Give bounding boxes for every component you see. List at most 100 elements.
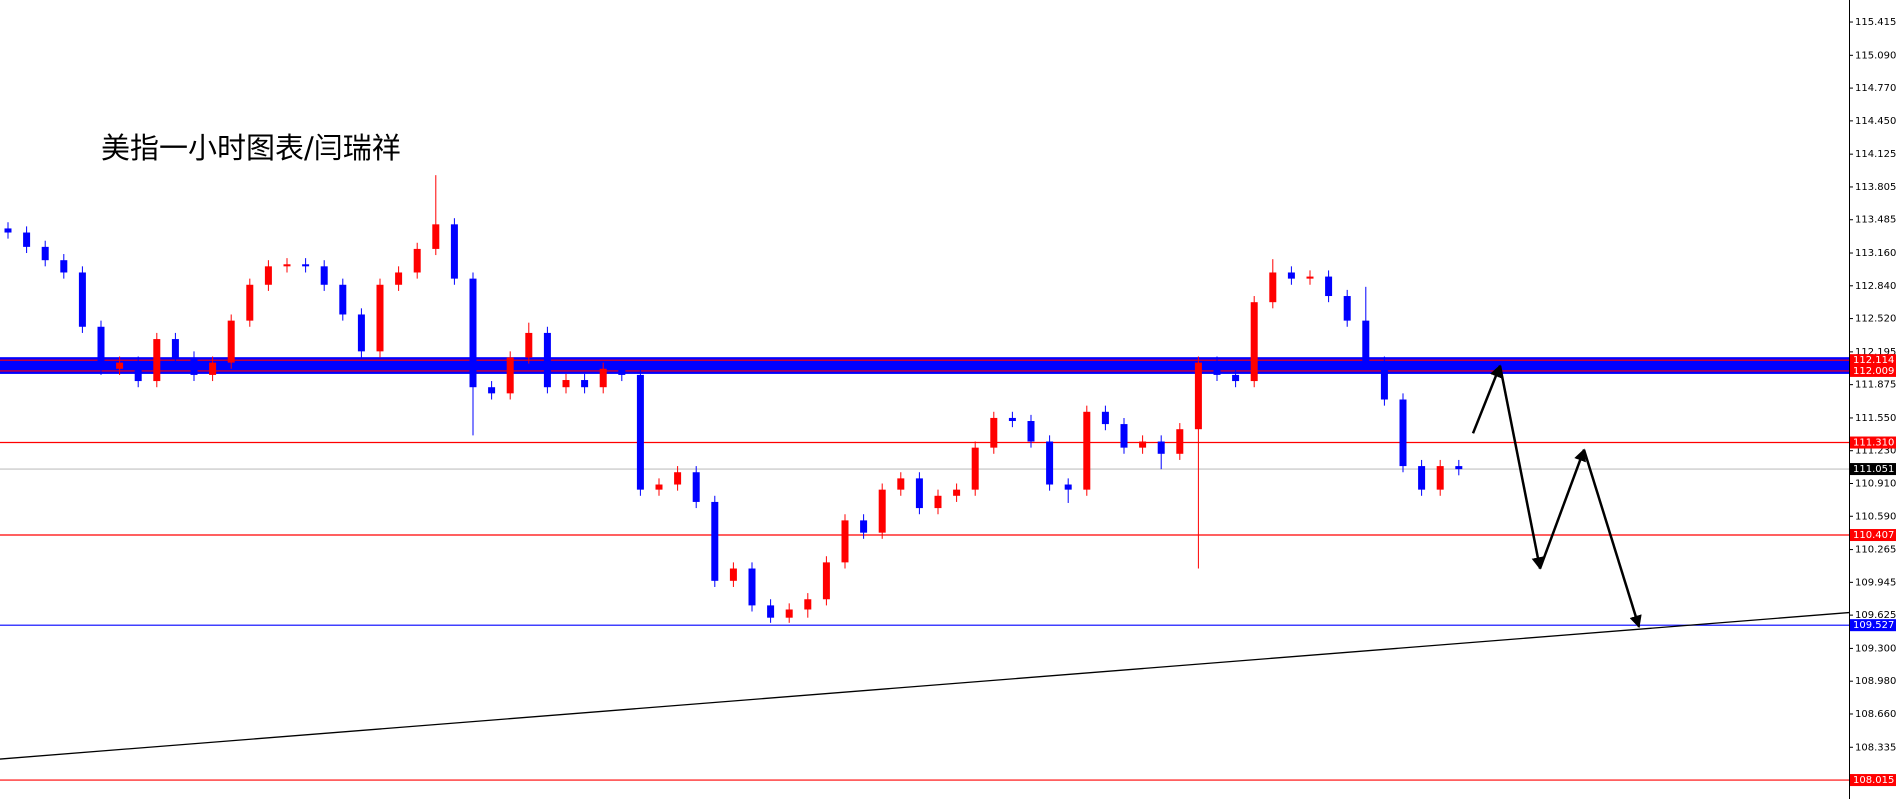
level-label-box	[1850, 774, 1896, 787]
y-tick-label: 114.125	[1855, 149, 1896, 160]
candle-body	[1064, 484, 1072, 490]
candle-body	[915, 478, 923, 509]
candle-body	[1083, 411, 1091, 490]
y-tick-label: 112.840	[1855, 281, 1896, 292]
level-label-box	[1850, 354, 1896, 367]
level-label: 111.051	[1853, 464, 1894, 475]
candle-body	[1343, 296, 1351, 321]
y-tick-label: 113.160	[1855, 248, 1896, 259]
level-label-box	[1850, 436, 1896, 449]
y-tick-label: 113.485	[1855, 215, 1896, 226]
candle-body	[1455, 466, 1463, 470]
candle-body	[655, 484, 663, 490]
projection-arrow	[1498, 365, 1544, 570]
candle-body	[450, 224, 458, 279]
candle-body	[785, 609, 793, 618]
candle-body	[41, 246, 49, 261]
level-label: 110.407	[1853, 530, 1894, 541]
candle-body	[729, 568, 737, 581]
candle-body	[1232, 374, 1240, 382]
y-tick-label: 108.335	[1855, 742, 1896, 753]
candle-body	[78, 272, 86, 327]
candle-body	[246, 284, 254, 321]
candle-body	[599, 368, 607, 388]
candle-body	[990, 417, 998, 448]
candle-body	[395, 272, 403, 285]
candle-body	[320, 266, 328, 285]
candle-body	[1325, 276, 1333, 297]
candle-body	[562, 380, 570, 388]
candle-body	[581, 380, 589, 388]
candle-body	[506, 357, 514, 394]
y-tick-label: 111.550	[1855, 413, 1896, 424]
y-tick-label: 110.590	[1855, 511, 1896, 522]
candle-body	[1436, 466, 1444, 490]
candle-body	[1176, 429, 1184, 454]
candle-body	[692, 472, 700, 502]
candle-body	[1269, 272, 1277, 303]
candle-body	[339, 284, 347, 315]
y-tick-label: 109.945	[1855, 577, 1896, 588]
candle-body	[1008, 417, 1016, 422]
level-label: 112.009	[1853, 366, 1894, 377]
candle-body	[469, 278, 477, 388]
candle-body	[4, 228, 12, 233]
y-tick-label: 108.660	[1855, 709, 1896, 720]
y-tick-label: 111.875	[1855, 380, 1896, 391]
trendline	[0, 611, 1850, 760]
y-tick-label: 115.415	[1855, 17, 1896, 28]
candle-body	[1380, 362, 1388, 400]
candle-body	[209, 362, 217, 375]
candle-body	[878, 489, 886, 533]
candle-body	[116, 362, 124, 369]
level-label-box	[1850, 529, 1896, 542]
level-label: 111.310	[1853, 438, 1894, 449]
candle-body	[153, 339, 161, 382]
candle-body	[1046, 441, 1054, 485]
candle-body	[934, 495, 942, 509]
candle-body	[171, 339, 179, 358]
y-tick-label: 111.230	[1855, 446, 1896, 457]
candle-body	[1250, 302, 1258, 382]
candle-body	[618, 368, 626, 375]
candle-body	[711, 501, 719, 581]
candle-body	[283, 264, 291, 267]
candle-body	[1027, 421, 1035, 442]
y-tick-label: 110.910	[1855, 478, 1896, 489]
candle-body	[953, 489, 961, 496]
y-tick-label: 115.090	[1855, 50, 1896, 61]
level-label: 108.015	[1853, 775, 1894, 786]
candle-body	[804, 599, 812, 610]
level-label-box	[1850, 364, 1896, 377]
candle-body	[1399, 399, 1407, 467]
candle-body	[97, 326, 105, 369]
candle-body	[227, 320, 235, 363]
level-label-box	[1850, 619, 1896, 632]
projection-arrow	[1538, 448, 1586, 569]
projection-arrow	[1582, 449, 1642, 629]
candle-body	[264, 266, 272, 285]
candle-body	[636, 374, 644, 490]
candle-body	[543, 332, 551, 388]
candle-body	[134, 362, 142, 382]
candle-body	[822, 562, 830, 600]
candle-body	[1139, 441, 1147, 448]
candle-body	[432, 224, 440, 249]
candle-body	[674, 472, 682, 485]
candle-body	[897, 478, 905, 490]
candle-body	[1287, 272, 1295, 279]
y-tick-label: 114.450	[1855, 116, 1896, 127]
candle-body	[1157, 441, 1165, 454]
y-tick-label: 114.770	[1855, 83, 1896, 94]
candle-body	[357, 314, 365, 352]
y-tick-label: 109.625	[1855, 610, 1896, 621]
candle-body	[748, 568, 756, 606]
y-tick-label: 112.520	[1855, 314, 1896, 325]
candle-body	[302, 264, 310, 267]
level-label: 109.527	[1853, 620, 1894, 631]
candle-body	[1120, 424, 1128, 448]
candle-body	[488, 387, 496, 394]
